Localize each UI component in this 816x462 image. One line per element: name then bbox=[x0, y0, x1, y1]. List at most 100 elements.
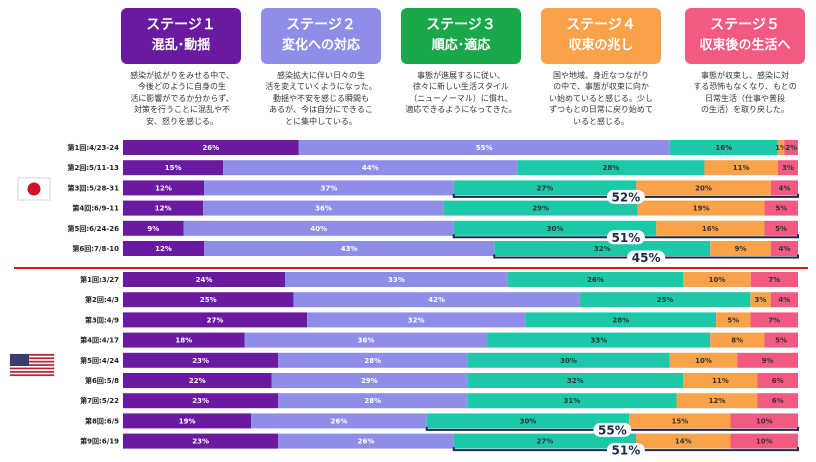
japan-bar-segment bbox=[704, 160, 778, 176]
stage3-description: 事態が進展するに従い、 徐々に新しい生活スタイル （ニューノーマル）に慣れ、 適… bbox=[397, 70, 525, 116]
stage2-description: 感染拡大に伴い日々の生 活を変えていくようになった。 動揺や不安を感じる瞬間も … bbox=[257, 70, 385, 127]
usa-value-label: 25% bbox=[657, 296, 674, 304]
usa-bar-segment bbox=[278, 393, 468, 409]
japan-bar-segment bbox=[656, 220, 765, 236]
stage2-desc-line: とに集中している。 bbox=[285, 116, 357, 126]
japan-bar-segment bbox=[123, 200, 204, 216]
usa-value-label: 23% bbox=[192, 357, 209, 365]
usa-row-label: 第7回:5/22 bbox=[80, 396, 119, 405]
stage4-desc-line: いると感じる。 bbox=[573, 116, 629, 126]
japan-callout-label: 52% bbox=[612, 190, 641, 204]
usa-bar-segment bbox=[716, 312, 751, 328]
stage4-desc-line: の中で、事態が収束に向か bbox=[553, 82, 649, 92]
usa-value-label: 36% bbox=[358, 337, 375, 345]
usa-bar-segment bbox=[750, 272, 798, 287]
usa-bar-segment bbox=[123, 433, 279, 449]
stage5-desc-line: 日常生活（仕事や普段 bbox=[705, 93, 785, 103]
usa-flag-icon bbox=[9, 353, 55, 377]
japan-bar-segment bbox=[123, 180, 204, 196]
usa-value-label: 25% bbox=[200, 296, 217, 304]
stage5-title: ステージ５ bbox=[710, 17, 780, 33]
usa-value-label: 42% bbox=[428, 296, 445, 304]
usa-bar-segment bbox=[737, 352, 798, 368]
usa-bar-segment bbox=[757, 393, 798, 409]
usa-bar-segment bbox=[669, 352, 738, 368]
usa-value-label: 7% bbox=[768, 276, 780, 284]
stage5-desc-line: の生活）を取り戻した。 bbox=[701, 105, 789, 115]
usa-value-label: 6% bbox=[772, 377, 784, 385]
usa-bar-segment bbox=[293, 292, 580, 308]
usa-bar-segment bbox=[278, 352, 468, 368]
usa-value-label: 8% bbox=[731, 337, 743, 345]
usa-value-label: 28% bbox=[612, 316, 629, 324]
japan-value-label: 5% bbox=[775, 205, 787, 213]
japan-bar-segment bbox=[453, 220, 657, 236]
usa-callout-label: 51% bbox=[612, 444, 641, 458]
stage3-desc-line: 徐々に新しい生活スタイル bbox=[413, 82, 509, 92]
usa-bar-segment bbox=[770, 292, 798, 308]
usa-bar-segment bbox=[507, 272, 684, 287]
stage1-desc-line: 安、怒りを感じる。 bbox=[146, 116, 218, 126]
japan-value-label: 20% bbox=[695, 184, 712, 192]
japan-value-label: 12% bbox=[155, 205, 172, 213]
japan-bar-segment bbox=[123, 241, 204, 256]
usa-value-label: 9% bbox=[762, 357, 774, 365]
japan-callout-badge bbox=[627, 250, 666, 265]
japan-value-label: 37% bbox=[320, 184, 337, 192]
usa-value-label: 30% bbox=[560, 357, 577, 365]
japan-row-label: 第3回:5/28-31 bbox=[68, 183, 120, 192]
japan-value-label: 30% bbox=[547, 225, 564, 233]
usa-row-label: 第9回:6/19 bbox=[80, 437, 119, 446]
stage1-desc-line: 今後どのように自身の生 bbox=[138, 82, 226, 92]
usa-callout-badge bbox=[606, 443, 645, 458]
japan-value-label: 40% bbox=[310, 225, 327, 233]
japan-row-label: 第1回:4/23-24 bbox=[68, 143, 120, 152]
japan-callout-badge bbox=[606, 230, 645, 245]
usa-bar-segment bbox=[579, 292, 751, 308]
japan-bar-segment bbox=[784, 140, 798, 155]
japan-bar-segment bbox=[764, 200, 798, 216]
usa-bar-segment bbox=[730, 433, 798, 449]
usa-value-label: 32% bbox=[408, 316, 425, 324]
bars-layer: 第1回:4/23-24 26% 55% 16% 1%2% 第2回:5/11-13 15% 44… bbox=[68, 140, 799, 458]
usa-bar-segment bbox=[710, 332, 765, 348]
usa-bar-segment bbox=[123, 393, 279, 409]
japan-bar-segment bbox=[443, 200, 638, 216]
usa-bar-segment bbox=[467, 352, 670, 368]
usa-bar-segment bbox=[487, 332, 711, 348]
usa-row-label: 第2回:4/3 bbox=[85, 295, 119, 304]
japan-row-label: 第2回:5/11-13 bbox=[68, 163, 120, 172]
stage2-subtitle: 変化への対応 bbox=[281, 38, 360, 53]
japan-bar-segment bbox=[771, 241, 798, 256]
usa-bar-segment bbox=[285, 272, 508, 287]
usa-row-label: 第5回:4/24 bbox=[80, 356, 119, 365]
usa-bar-segment bbox=[244, 332, 488, 348]
japan-value-label: 16% bbox=[715, 144, 732, 152]
usa-value-label: 7% bbox=[768, 316, 780, 324]
japan-bar-segment bbox=[637, 200, 765, 216]
usa-value-label: 14% bbox=[675, 438, 692, 446]
japan-value-label: 11% bbox=[733, 164, 750, 172]
stage5-desc-line: 事態が収束し、感染に対 bbox=[701, 71, 789, 80]
japan-value-label: 36% bbox=[315, 205, 332, 213]
usa-bar-segment bbox=[278, 433, 454, 449]
japan-bar-segment bbox=[298, 140, 670, 155]
usa-value-label: 31% bbox=[563, 397, 580, 405]
usa-value-label: 27% bbox=[536, 438, 553, 446]
usa-bar-segment bbox=[123, 292, 294, 308]
usa-value-label: 10% bbox=[756, 438, 773, 446]
usa-bar-segment bbox=[750, 312, 798, 328]
stage3-desc-line: 事態が進展するに従い、 bbox=[417, 71, 505, 80]
japan-value-label: 1% bbox=[775, 144, 787, 152]
japan-bar-segment bbox=[453, 180, 636, 196]
usa-bar-segment bbox=[467, 373, 684, 388]
stage2-desc-line: あるが、今は自分にできるこ bbox=[269, 105, 373, 115]
usa-value-label: 4% bbox=[778, 296, 790, 304]
japan-flag-icon bbox=[17, 177, 51, 201]
japan-value-label: 55% bbox=[476, 144, 493, 152]
usa-row-label: 第4回:4/17 bbox=[80, 336, 119, 345]
stage3-header: ステージ３ 順応･適応 bbox=[401, 8, 521, 64]
japan-bar-segment bbox=[204, 180, 454, 196]
usa-bar-segment bbox=[629, 413, 731, 429]
